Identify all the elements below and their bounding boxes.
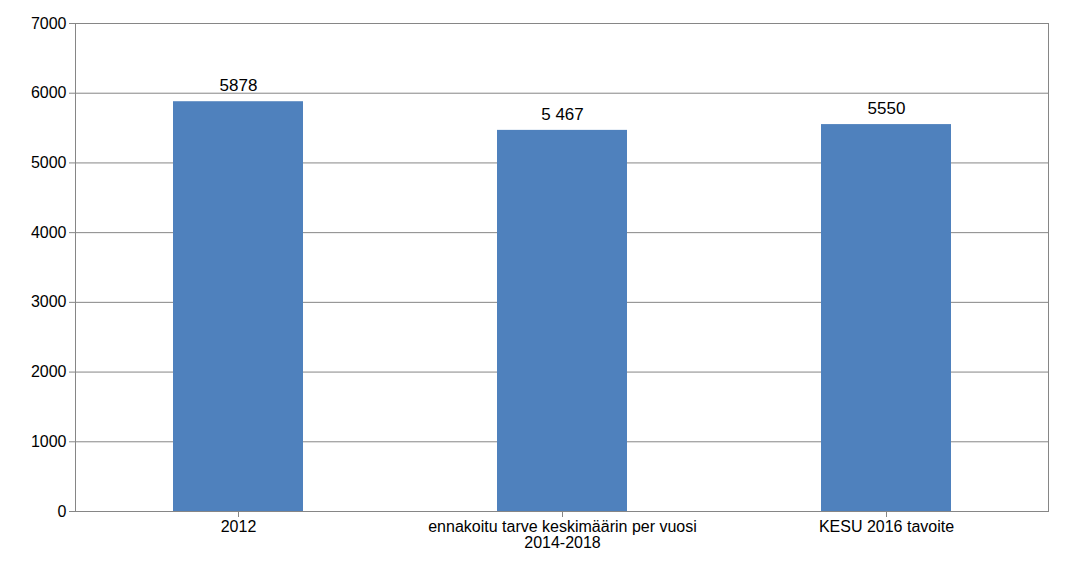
svg-text:5000: 5000	[31, 154, 67, 171]
svg-text:0: 0	[58, 503, 67, 520]
svg-text:1000: 1000	[31, 433, 67, 450]
svg-text:7000: 7000	[31, 15, 67, 32]
svg-text:3000: 3000	[31, 293, 67, 310]
svg-text:5878: 5878	[220, 76, 258, 95]
svg-text:4000: 4000	[31, 224, 67, 241]
svg-text:6000: 6000	[31, 84, 67, 101]
svg-text:KESU 2016 tavoite: KESU 2016 tavoite	[819, 518, 954, 535]
svg-text:2012: 2012	[221, 518, 257, 535]
svg-text:5 467: 5 467	[541, 105, 584, 124]
svg-text:5550: 5550	[868, 99, 906, 118]
svg-text:ennakoitu tarve keskimäärin pe: ennakoitu tarve keskimäärin per vuosi201…	[428, 518, 697, 551]
svg-text:2000: 2000	[31, 363, 67, 380]
